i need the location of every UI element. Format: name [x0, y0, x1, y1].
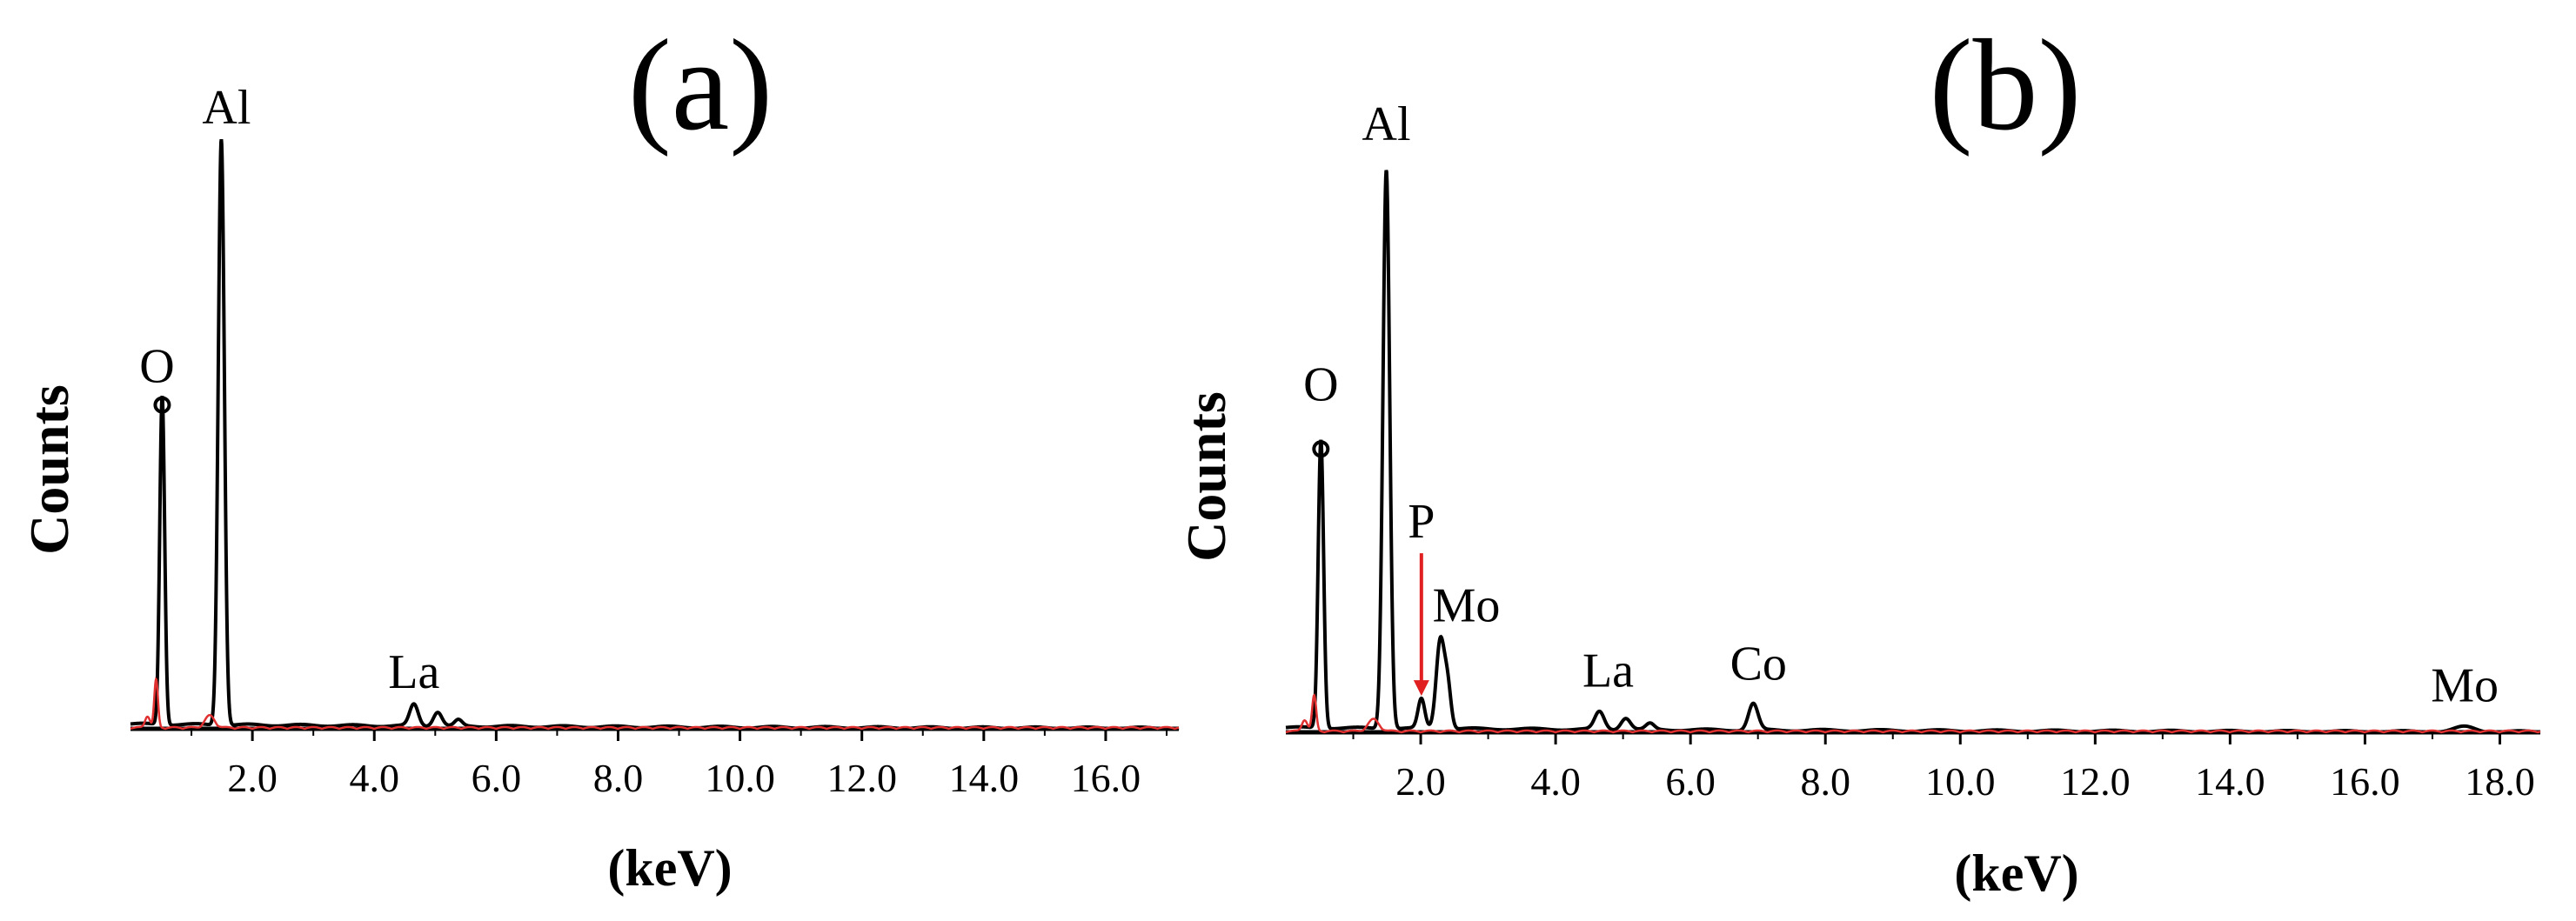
panel-a-y-axis-label: Counts	[18, 384, 80, 555]
panel-a-spectrum-line	[130, 138, 1180, 731]
panel-a: (a) Counts (keV) 2.0 4.0 6.0 8.0 10.0 12.0 14.…	[18, 13, 1180, 897]
panel-a-title: (a)	[628, 13, 773, 157]
panel-b: (b) Counts (keV) 2.0 4.0 6.0 8.0 10.0 12.0 14.…	[1175, 13, 2541, 902]
panel-a-o-peak-marker	[153, 396, 171, 414]
panel-b-x-tick-label: 12.0	[2060, 759, 2131, 804]
panel-a-x-tick-label: 8.0	[593, 756, 644, 800]
panel-b-title: (b)	[1930, 13, 2082, 157]
panel-a-x-tick-label: 16.0	[1071, 756, 1141, 800]
panel-b-x-tick-label: 4.0	[1530, 759, 1581, 804]
panel-a-x-tick-label: 12.0	[826, 756, 897, 800]
panel-b-x-axis-label: (keV)	[1954, 844, 2078, 902]
panel-b-peak-label-al: Al	[1362, 97, 1411, 151]
panel-a-peak-label-la: La	[388, 645, 439, 699]
panel-b-peak-label-la: La	[1582, 644, 1634, 698]
panel-b-peak-label-p: P	[1408, 495, 1435, 549]
panel-b-background-spectrum-line	[1285, 693, 2541, 734]
panel-a-x-tick-label: 14.0	[949, 756, 1020, 800]
panel-b-peak-label-o: O	[1303, 357, 1338, 411]
panel-a-peak-label-o: O	[139, 340, 174, 394]
panel-a-background-spectrum-line	[130, 677, 1180, 731]
panel-a-peak-label-al: Al	[202, 81, 251, 135]
panel-b-x-tick-label: 2.0	[1395, 759, 1446, 804]
panel-b-x-tick-label: 6.0	[1665, 759, 1716, 804]
panel-b-x-tick-label: 10.0	[1925, 759, 1996, 804]
panel-b-x-tick-label: 14.0	[2195, 759, 2265, 804]
panel-a-x-tick-label: 4.0	[349, 756, 399, 800]
panel-b-o-peak-marker	[1312, 440, 1330, 458]
panel-b-peak-label-co: Co	[1730, 637, 1787, 691]
panel-b-peak-label-mo: Mo	[2431, 659, 2499, 713]
panel-b-y-axis-label: Counts	[1175, 391, 1237, 562]
panel-b-x-tick-label: 16.0	[2330, 759, 2400, 804]
panel-a-x-tick-label: 6.0	[472, 756, 522, 800]
panel-b-x-tick-label: 18.0	[2465, 759, 2535, 804]
panel-b-spectrum-line	[1285, 170, 2541, 734]
panel-b-p-arrow-head	[1413, 680, 1429, 697]
panel-b-peak-label-mo: Mo	[1433, 578, 1501, 632]
panel-b-x-tick-label: 8.0	[1800, 759, 1850, 804]
panel-a-x-tick-label: 10.0	[705, 756, 775, 800]
panel-a-x-axis-label: (keV)	[607, 839, 732, 897]
panel-a-x-tick-label: 2.0	[227, 756, 278, 800]
